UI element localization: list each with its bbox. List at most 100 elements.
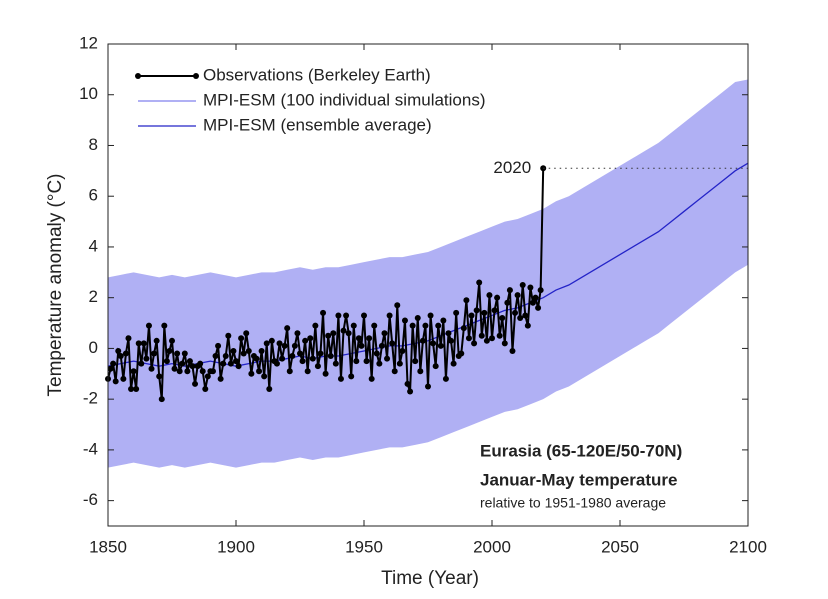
data-point [345, 330, 352, 337]
data-point [163, 358, 170, 365]
data-point [258, 347, 265, 354]
data-point [143, 355, 150, 362]
data-point [437, 342, 444, 349]
y-axis-label: Temperature anomaly (°C) [45, 173, 66, 396]
data-point [174, 350, 181, 357]
data-point [394, 302, 401, 309]
data-point [460, 325, 467, 332]
data-point [294, 330, 301, 337]
data-point [320, 309, 327, 316]
data-point [261, 373, 268, 380]
data-point [169, 337, 175, 344]
data-point [220, 360, 227, 367]
data-point [156, 373, 163, 380]
legend-label: MPI-ESM (100 individual simulations) [203, 90, 486, 109]
x-tick-label: 2050 [601, 537, 639, 556]
data-point [273, 360, 280, 367]
data-point [458, 350, 465, 357]
legend-marker [135, 73, 141, 79]
data-point [419, 337, 426, 344]
data-point [158, 396, 165, 403]
data-point [417, 368, 424, 375]
data-point [227, 360, 234, 367]
x-tick-label: 1850 [89, 537, 127, 556]
data-point [389, 340, 396, 347]
data-point [396, 360, 403, 367]
data-point [524, 322, 531, 329]
y-tick-label: -2 [83, 389, 98, 408]
data-point [291, 342, 298, 349]
data-point [325, 332, 332, 339]
data-point [361, 312, 367, 319]
data-point [230, 347, 237, 354]
x-axis-label: Time (Year) [381, 568, 479, 589]
data-point [537, 287, 544, 294]
data-point [412, 358, 419, 365]
data-point [535, 304, 542, 311]
data-point [335, 312, 342, 319]
data-point [314, 363, 321, 370]
data-point [476, 279, 483, 286]
data-point [309, 355, 316, 362]
data-point [110, 360, 117, 367]
x-tick-label: 2100 [729, 537, 767, 556]
data-point [509, 347, 516, 354]
data-point [378, 342, 385, 349]
data-point [145, 322, 152, 329]
data-point [302, 337, 309, 344]
data-point [376, 360, 383, 367]
data-point [494, 294, 501, 301]
data-point [281, 342, 288, 349]
y-tick-label: 6 [89, 186, 98, 205]
data-point [532, 294, 539, 301]
data-point [317, 350, 324, 357]
data-point [130, 368, 137, 375]
data-point [161, 322, 168, 329]
data-point [286, 368, 293, 375]
data-point [133, 386, 140, 393]
data-point [399, 347, 406, 354]
data-point [107, 365, 114, 372]
data-point [353, 358, 360, 365]
data-point [192, 380, 199, 387]
data-point [176, 368, 183, 375]
data-point [112, 378, 119, 385]
data-point [481, 309, 488, 316]
data-point [148, 365, 155, 372]
data-point [435, 322, 442, 329]
data-point [299, 358, 306, 365]
data-point [504, 299, 511, 306]
data-point [527, 284, 534, 291]
data-point [529, 299, 536, 306]
data-point [414, 314, 421, 321]
data-point [235, 363, 242, 370]
data-point [514, 292, 521, 299]
data-point [245, 347, 252, 354]
data-point [153, 337, 160, 344]
data-point [440, 317, 447, 324]
data-point [384, 355, 391, 362]
y-tick-label: -6 [83, 490, 98, 509]
data-point [297, 350, 303, 357]
legend-label: MPI-ESM (ensemble average) [203, 115, 432, 134]
data-point [453, 309, 460, 316]
data-point [468, 312, 475, 319]
data-point [506, 287, 513, 294]
data-point [248, 370, 255, 377]
data-point [489, 335, 495, 342]
data-point [445, 330, 452, 337]
data-point [268, 337, 275, 344]
data-point [233, 358, 239, 365]
data-point [307, 335, 314, 342]
data-point [115, 347, 122, 354]
data-point [350, 322, 357, 329]
data-point [138, 360, 145, 367]
y-tick-label: 4 [89, 236, 98, 255]
data-point [238, 335, 245, 342]
data-point [217, 375, 224, 382]
data-point [202, 386, 209, 393]
data-point [312, 322, 319, 329]
data-point [522, 312, 529, 319]
data-point [243, 330, 250, 337]
